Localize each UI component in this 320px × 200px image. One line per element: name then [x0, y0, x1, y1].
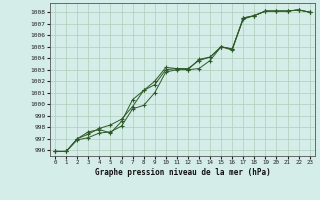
X-axis label: Graphe pression niveau de la mer (hPa): Graphe pression niveau de la mer (hPa) [94, 168, 270, 177]
